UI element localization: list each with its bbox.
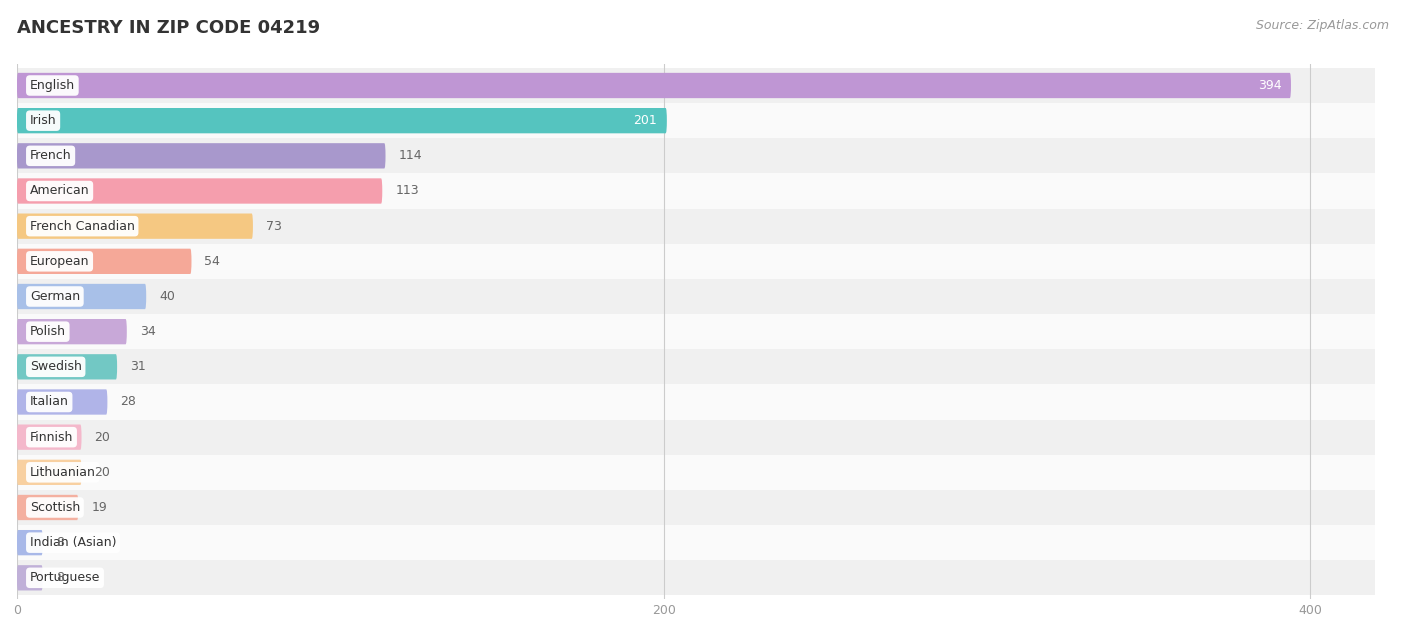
Bar (17, 525, 1375, 560)
Text: 394: 394 (1257, 79, 1281, 92)
FancyBboxPatch shape (17, 319, 127, 345)
Text: 19: 19 (91, 501, 107, 514)
Text: 40: 40 (159, 290, 174, 303)
Bar (17, 490, 1375, 525)
Text: European: European (30, 255, 90, 268)
Text: 201: 201 (634, 114, 657, 127)
FancyBboxPatch shape (17, 424, 82, 450)
Text: French: French (30, 149, 72, 162)
Text: Polish: Polish (30, 325, 66, 338)
Text: ANCESTRY IN ZIP CODE 04219: ANCESTRY IN ZIP CODE 04219 (17, 19, 321, 37)
Bar (17, 243, 1375, 279)
Text: American: American (30, 184, 90, 198)
FancyBboxPatch shape (17, 214, 253, 239)
Text: 20: 20 (94, 466, 110, 479)
Text: 113: 113 (395, 184, 419, 198)
FancyBboxPatch shape (17, 530, 42, 555)
Text: Swedish: Swedish (30, 361, 82, 374)
Text: Indian (Asian): Indian (Asian) (30, 536, 117, 549)
FancyBboxPatch shape (17, 143, 385, 169)
Text: Irish: Irish (30, 114, 56, 127)
Text: French Canadian: French Canadian (30, 220, 135, 232)
Text: 8: 8 (56, 536, 63, 549)
Bar (17, 384, 1375, 420)
Text: German: German (30, 290, 80, 303)
Bar (17, 68, 1375, 103)
Bar (17, 138, 1375, 173)
FancyBboxPatch shape (17, 108, 666, 133)
FancyBboxPatch shape (17, 178, 382, 204)
Text: Italian: Italian (30, 395, 69, 408)
Bar (17, 420, 1375, 455)
Bar (17, 279, 1375, 314)
Text: 31: 31 (131, 361, 146, 374)
FancyBboxPatch shape (17, 284, 146, 309)
Text: 20: 20 (94, 431, 110, 444)
Text: 114: 114 (398, 149, 422, 162)
FancyBboxPatch shape (17, 565, 42, 591)
Bar (17, 455, 1375, 490)
Bar (17, 560, 1375, 596)
Text: 28: 28 (121, 395, 136, 408)
Text: English: English (30, 79, 75, 92)
FancyBboxPatch shape (17, 249, 191, 274)
FancyBboxPatch shape (17, 73, 1291, 98)
Text: 34: 34 (139, 325, 156, 338)
Text: Portuguese: Portuguese (30, 571, 100, 584)
Bar (17, 103, 1375, 138)
Text: 73: 73 (266, 220, 281, 232)
Bar (17, 173, 1375, 209)
Text: 8: 8 (56, 571, 63, 584)
FancyBboxPatch shape (17, 354, 117, 379)
Text: Scottish: Scottish (30, 501, 80, 514)
Bar (17, 349, 1375, 384)
FancyBboxPatch shape (17, 390, 107, 415)
FancyBboxPatch shape (17, 460, 82, 485)
Bar (17, 314, 1375, 349)
FancyBboxPatch shape (17, 495, 79, 520)
Text: Lithuanian: Lithuanian (30, 466, 96, 479)
Text: Source: ZipAtlas.com: Source: ZipAtlas.com (1256, 19, 1389, 32)
Bar (17, 209, 1375, 243)
Text: Finnish: Finnish (30, 431, 73, 444)
Text: 54: 54 (204, 255, 221, 268)
